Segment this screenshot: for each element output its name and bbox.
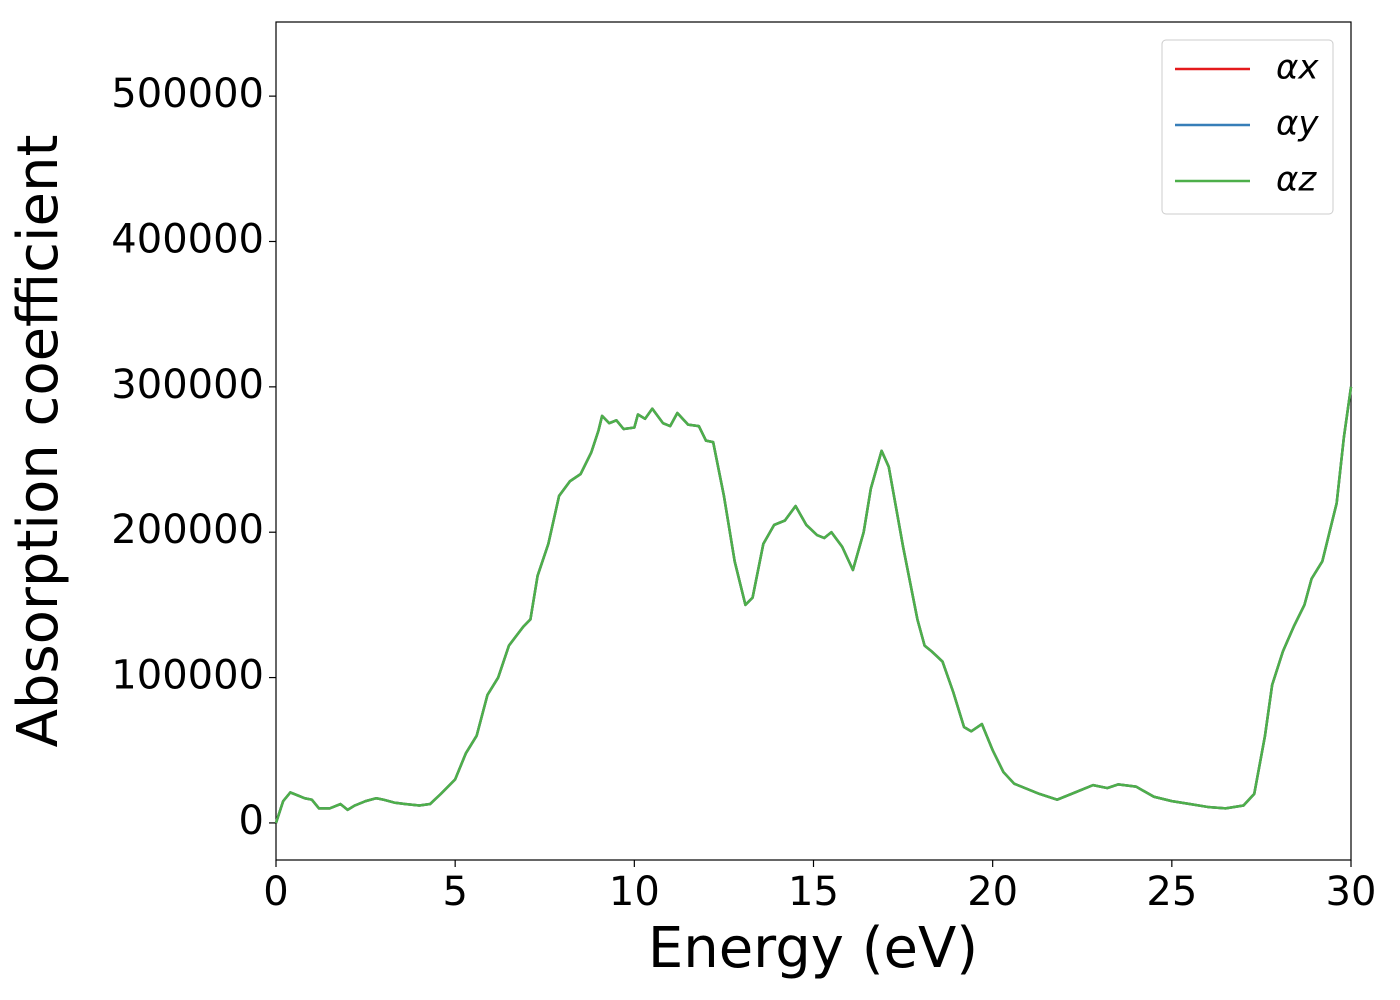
x-tick-label: 30 (1326, 869, 1377, 915)
y-tick-label: 200000 (111, 507, 264, 553)
data-line (274, 386, 1353, 824)
legend-label: αx (1276, 48, 1319, 88)
y-tick-label: 300000 (111, 362, 264, 408)
y-tick-label: 400000 (111, 216, 264, 262)
legend-label: αz (1276, 160, 1317, 200)
legend-label: αy (1276, 104, 1319, 144)
legend-box (1161, 39, 1334, 215)
x-tick-label: 10 (609, 869, 660, 915)
y-tick-label: 0 (239, 798, 264, 844)
x-tick-label: 5 (442, 869, 467, 915)
y-tick-label: 100000 (111, 653, 264, 699)
x-tick-label: 0 (263, 869, 288, 915)
data-line (274, 386, 1353, 824)
y-axis-label: Absorption coefficient (6, 135, 71, 748)
x-axis-label: Energy (eV) (648, 916, 978, 981)
x-tick-label: 25 (1146, 869, 1197, 915)
x-tick-label: 15 (788, 869, 839, 915)
data-line (274, 386, 1353, 824)
y-tick-label: 500000 (111, 71, 264, 117)
x-tick-label: 20 (967, 869, 1018, 915)
